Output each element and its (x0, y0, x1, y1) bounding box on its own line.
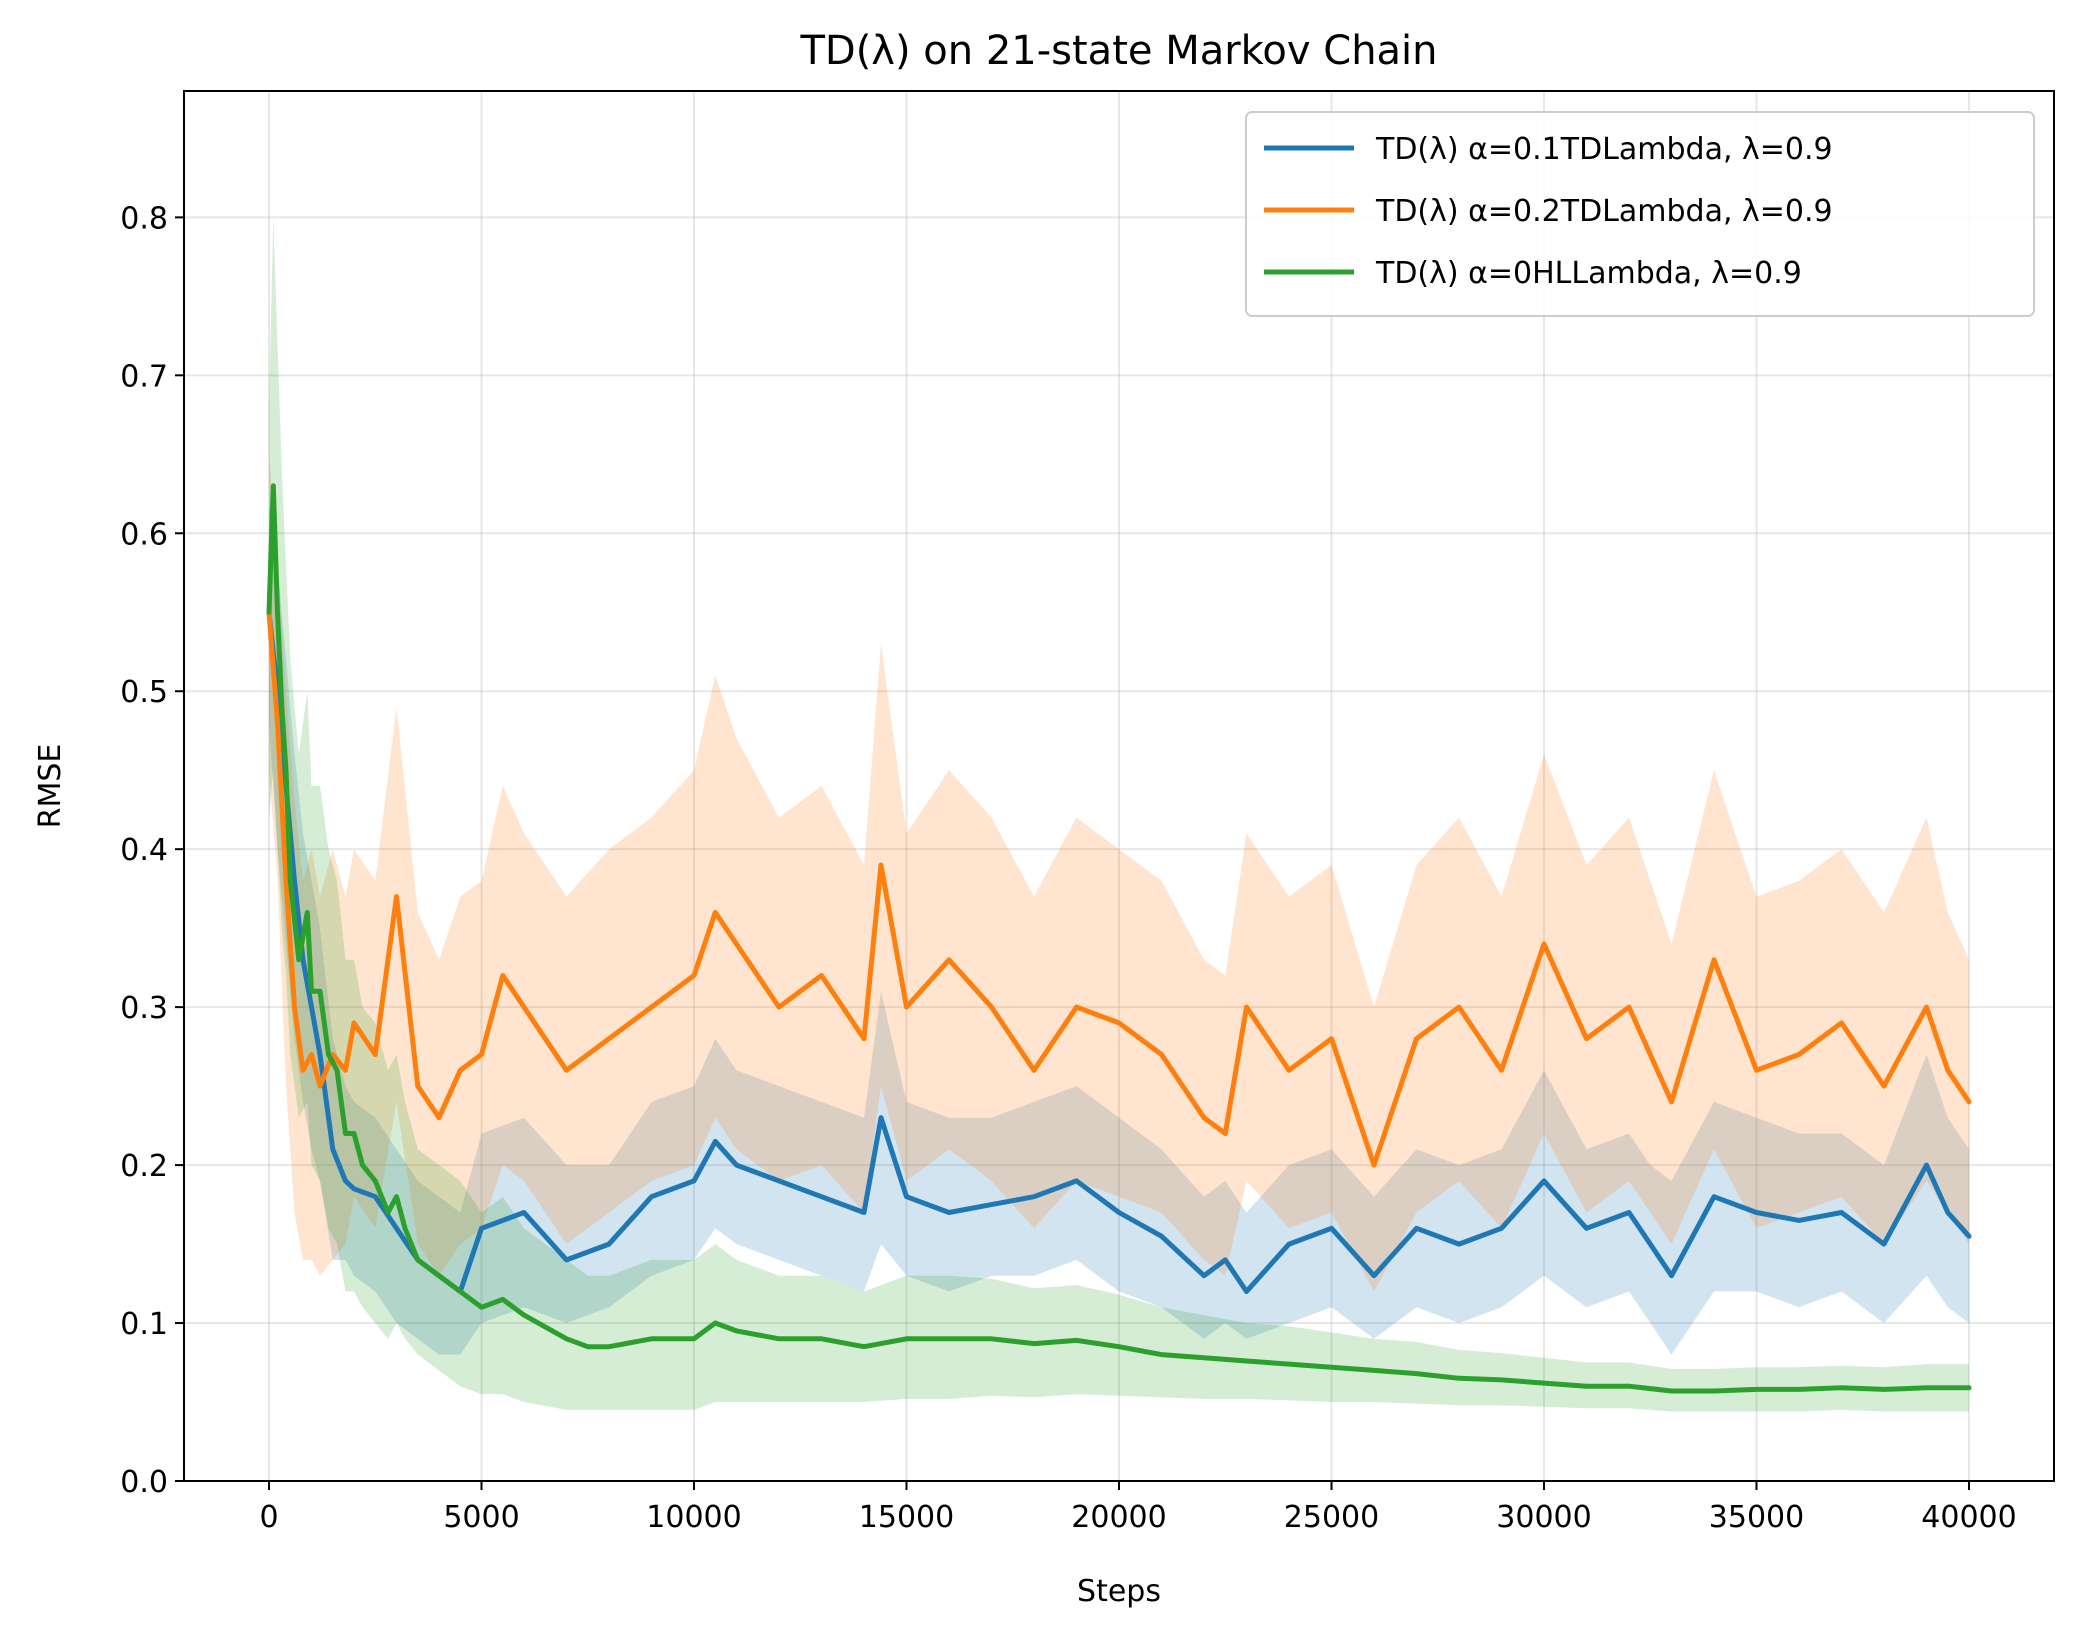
legend: TD(λ) α=0.1TDLambda, λ=0.9 TD(λ) α=0.2TD… (1245, 111, 2035, 317)
x-axis-title: Steps (1077, 1574, 1161, 1609)
y-tick-label: 0.6 (120, 517, 168, 552)
series-1-line (266, 609, 1972, 1294)
series-1-band (269, 501, 1969, 1355)
legend-box (1245, 111, 2035, 317)
chart-title: TD(λ) on 21-state Markov Chain (799, 28, 1437, 74)
x-tick-label: 30000 (1496, 1500, 1591, 1535)
grid-lines (184, 91, 2054, 1482)
series-2-line (266, 609, 1972, 1168)
series-2-band (269, 454, 1969, 1292)
y-axis-title: RMSE (33, 744, 68, 829)
x-tick-label: 5000 (443, 1500, 519, 1535)
x-tick-label: 10000 (646, 1500, 741, 1535)
x-tick-label: 0 (259, 1500, 278, 1535)
y-tick-label: 0.8 (120, 201, 168, 236)
confidence-bands (269, 217, 1969, 1412)
x-tick-label: 20000 (1071, 1500, 1166, 1535)
y-tick-label: 0.5 (120, 675, 168, 710)
x-tick-label: 15000 (859, 1500, 954, 1535)
legend-label-series-1: TD(λ) α=0.1TDLambda, λ=0.9 (1375, 132, 1833, 167)
y-tick-label: 0.2 (120, 1149, 168, 1184)
series-3-line (266, 483, 1972, 1394)
y-tick-label: 0.7 (120, 359, 168, 394)
legend-label-series-3: TD(λ) α=0HLLambda, λ=0.9 (1375, 256, 1802, 291)
x-tick-label: 25000 (1284, 1500, 1379, 1535)
series-3-band (269, 217, 1969, 1412)
y-tick-label: 0.3 (120, 991, 168, 1026)
y-tick-label: 0.0 (120, 1465, 168, 1500)
plot-area-background (184, 91, 2054, 1481)
y-tick-label: 0.4 (120, 833, 168, 868)
x-tick-label: 40000 (1921, 1500, 2016, 1535)
series-lines (266, 483, 1972, 1394)
x-tick-label: 35000 (1709, 1500, 1804, 1535)
y-axis-ticks: 0.0 0.1 0.2 0.3 0.4 0.5 0.6 0.7 0.8 (120, 201, 184, 1500)
legend-label-series-2: TD(λ) α=0.2TDLambda, λ=0.9 (1375, 194, 1833, 229)
x-axis-ticks: 0 5000 10000 15000 20000 25000 30000 35000 40000 (259, 1481, 2017, 1535)
y-tick-label: 0.1 (120, 1307, 168, 1342)
